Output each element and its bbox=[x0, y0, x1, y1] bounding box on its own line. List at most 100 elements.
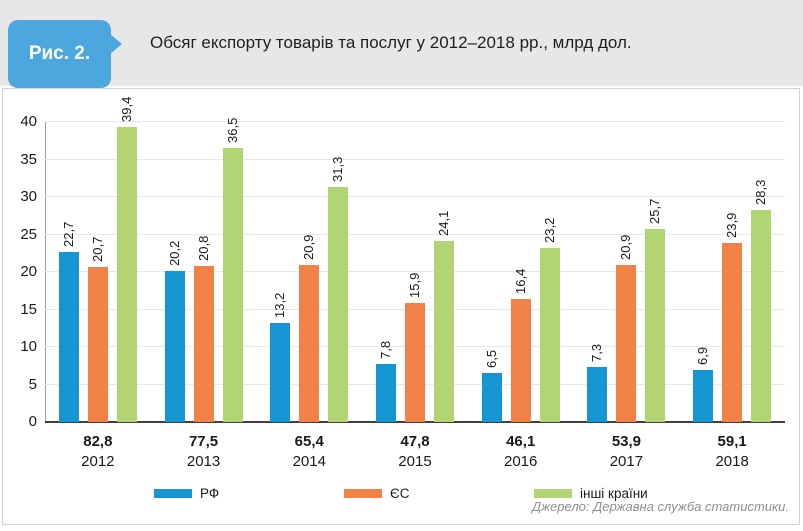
bar-ЄС-2012 bbox=[87, 266, 108, 422]
gridline bbox=[45, 233, 785, 235]
category-total-2014: 65,4 bbox=[294, 433, 324, 450]
bar-РФ-2017 bbox=[587, 367, 608, 422]
category-total-2015: 47,8 bbox=[400, 433, 430, 450]
bar-value-label: 20,7 bbox=[89, 236, 105, 262]
bar-value-label: 25,7 bbox=[647, 198, 663, 225]
bar-value-label: 6,5 bbox=[483, 350, 499, 369]
bar-value-label: 23,2 bbox=[541, 217, 557, 243]
bar-value-label: 7,8 bbox=[377, 340, 393, 359]
category-total-2012: 82,8 bbox=[83, 433, 113, 450]
figure-badge: Рис. 2. bbox=[8, 20, 122, 88]
figure-badge-label: Рис. 2. bbox=[28, 43, 91, 64]
bar-value-label: 31,3 bbox=[330, 156, 346, 183]
category-year-2014: 2014 bbox=[292, 453, 326, 470]
bar-group-2017: 7,3 20,9 25,7 bbox=[574, 122, 680, 422]
bar-value-label: 28,3 bbox=[753, 179, 769, 205]
x-axis bbox=[45, 421, 785, 423]
bar-ЄС-2013 bbox=[193, 266, 214, 422]
y-tick-label: 10 bbox=[20, 338, 37, 355]
bar-інші країни-2018 bbox=[751, 209, 772, 422]
bar-ЄС-2017 bbox=[616, 265, 637, 422]
category-years-row: 2012 2013 2014 2015 2016 2017 2018 bbox=[45, 453, 785, 470]
bar-group-2013: 20,2 20,8 36,5 bbox=[151, 118, 257, 422]
bar-інші країни-2016 bbox=[539, 248, 560, 422]
header-band: Рис. 2. Обсяг експорту товарів та послуг… bbox=[0, 0, 803, 88]
gridline bbox=[45, 196, 785, 197]
bar-інші країни-2015 bbox=[433, 241, 454, 422]
category-year-2015: 2015 bbox=[398, 453, 432, 470]
legend-swatch-rf bbox=[154, 488, 192, 498]
category-year-2012: 2012 bbox=[81, 453, 115, 470]
bar-value-label: 20,9 bbox=[618, 234, 634, 261]
bar-value-label: 6,9 bbox=[695, 347, 711, 366]
bar-value-label: 23,9 bbox=[724, 212, 740, 238]
legend-label-other: інші країни bbox=[580, 485, 648, 501]
bar-інші країни-2013 bbox=[222, 148, 243, 422]
bar-value-label: 20,2 bbox=[166, 240, 182, 266]
bar-value-label: 7,3 bbox=[589, 344, 605, 363]
bar-value-label: 22,7 bbox=[60, 221, 76, 247]
y-tick-label: 15 bbox=[20, 300, 37, 318]
legend-swatch-other bbox=[534, 488, 572, 498]
category-totals-row: 82,8 77,5 65,4 47,8 46,1 53,9 59,1 bbox=[45, 433, 785, 450]
bar-РФ-2014 bbox=[270, 323, 291, 422]
bar-value-label: 16,4 bbox=[512, 268, 528, 294]
bar-інші країни-2012 bbox=[116, 126, 137, 422]
bar-value-label: 15,9 bbox=[406, 272, 422, 298]
y-tick-label: 0 bbox=[28, 413, 37, 430]
bar-value-label: 20,8 bbox=[195, 235, 211, 261]
figure-title: Обсяг експорту товарів та послуг у 2012–… bbox=[150, 33, 632, 52]
y-axis bbox=[45, 122, 46, 422]
category-year-2016: 2016 bbox=[504, 453, 538, 470]
bar-group-2016: 6,5 16,4 23,2 bbox=[468, 122, 574, 422]
category-year-2018: 2018 bbox=[715, 453, 749, 470]
y-tick-label: 30 bbox=[20, 188, 37, 205]
legend-label-rf: РФ bbox=[200, 485, 220, 501]
bar-ЄС-2018 bbox=[722, 242, 743, 422]
y-tick-label: 20 bbox=[20, 263, 37, 280]
legend-item-other: інші країни bbox=[534, 483, 648, 503]
source-note: Джерело: Державна служба статистики. bbox=[531, 499, 789, 514]
bar-РФ-2016 bbox=[481, 373, 502, 422]
category-total-2018: 59,1 bbox=[717, 433, 747, 450]
legend-label-eu: ЄС bbox=[390, 485, 410, 501]
plot-area: 0 5 10 15 20 25 30 35 40 22,7 20,7 39,4 20,2 20,8 36,5… bbox=[20, 96, 785, 430]
bar-value-label: 20,9 bbox=[301, 234, 317, 261]
gridline bbox=[45, 271, 785, 272]
bar-РФ-2013 bbox=[164, 270, 185, 422]
legend-swatch-eu bbox=[344, 488, 382, 498]
category-total-2016: 46,1 bbox=[506, 433, 536, 450]
bar-ЄС-2014 bbox=[299, 265, 320, 422]
bar-РФ-2012 bbox=[58, 251, 79, 422]
y-tick-label: 25 bbox=[20, 225, 37, 243]
gridline bbox=[45, 121, 785, 122]
category-total-2017: 53,9 bbox=[611, 433, 642, 450]
bar-group-2014: 13,2 20,9 31,3 bbox=[256, 122, 362, 422]
y-tick-label: 40 bbox=[20, 113, 37, 130]
badge-arrow-icon bbox=[110, 34, 122, 54]
bar-value-label: 13,2 bbox=[272, 292, 288, 318]
bar-group-2015: 7,8 15,9 24,1 bbox=[362, 122, 468, 422]
bar-РФ-2018 bbox=[693, 370, 714, 422]
category-year-2013: 2013 bbox=[186, 453, 221, 470]
y-tick-label: 5 bbox=[28, 375, 37, 393]
gridline bbox=[45, 158, 785, 160]
bar-value-label: 24,1 bbox=[435, 210, 451, 237]
bar-РФ-2015 bbox=[375, 363, 396, 422]
bar-інші країни-2017 bbox=[645, 229, 666, 422]
bar-value-label: 36,5 bbox=[224, 117, 240, 144]
category-year-2017: 2017 bbox=[609, 453, 644, 470]
chart-panel: 0 5 10 15 20 25 30 35 40 22,7 20,7 39,4 20,2 20,8 36,5… bbox=[2, 88, 800, 525]
bar-ЄС-2016 bbox=[510, 299, 531, 422]
bar-group-2012: 22,7 20,7 39,4 bbox=[45, 96, 151, 422]
bar-ЄС-2015 bbox=[404, 302, 425, 422]
legend-item-eu: ЄС bbox=[344, 483, 409, 503]
legend: РФ ЄС інші країни bbox=[3, 483, 799, 503]
y-tick-label: 35 bbox=[20, 150, 37, 168]
bar-group-2018: 6,9 23,9 28,3 bbox=[679, 122, 785, 422]
bar-інші країни-2014 bbox=[328, 187, 349, 422]
legend-item-rf: РФ bbox=[154, 483, 219, 503]
bar-value-label: 39,4 bbox=[118, 96, 134, 122]
category-total-2013: 77,5 bbox=[188, 433, 219, 450]
